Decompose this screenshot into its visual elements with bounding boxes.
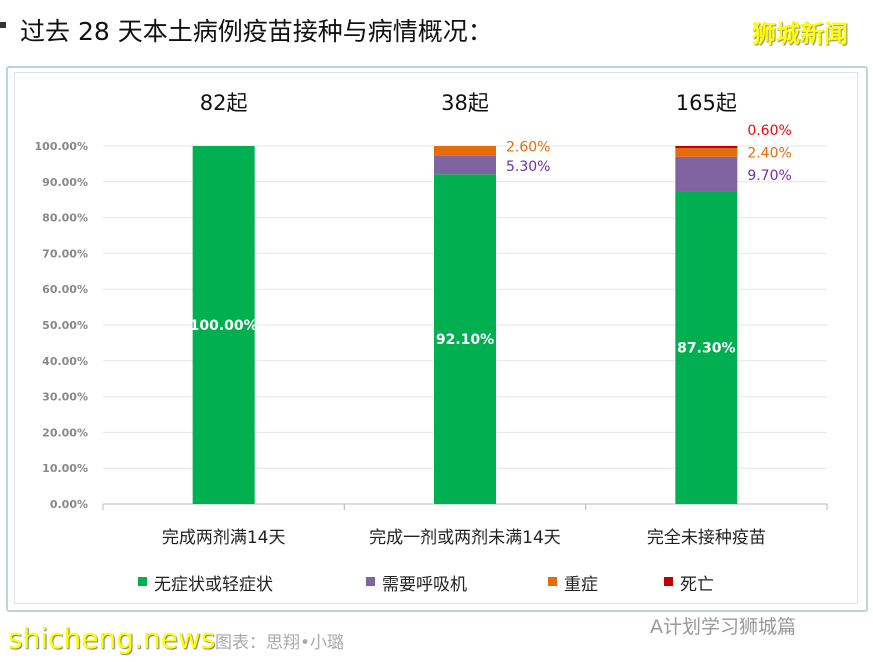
legend-swatch: [138, 577, 147, 586]
data-label: 2.40%: [747, 145, 791, 161]
bar-segment: [434, 155, 496, 175]
wechat-watermark: A计划学习狮城篇: [650, 616, 796, 638]
y-tick-label: 100.00%: [35, 140, 88, 153]
legend-label: 死亡: [680, 575, 714, 595]
legend-swatch: [664, 577, 673, 586]
chart-area: [14, 72, 858, 604]
data-label: 2.60%: [506, 140, 550, 156]
y-tick-label: 90.00%: [42, 176, 88, 189]
bar-segment: [434, 174, 496, 505]
y-tick-label: 0.00%: [50, 498, 88, 511]
data-label: 0.60%: [747, 123, 791, 139]
legend-swatch: [366, 577, 375, 586]
y-tick-label: 40.00%: [42, 355, 88, 368]
y-tick-label: 50.00%: [42, 319, 88, 332]
data-label: 9.70%: [747, 168, 791, 184]
slide-title: 过去 28 天本土病例疫苗接种与病情概况：: [20, 17, 493, 46]
y-tick-label: 20.00%: [42, 426, 88, 439]
data-label: 92.10%: [436, 332, 494, 348]
data-label: 87.30%: [677, 341, 735, 357]
credit: 图表：思翔•小璐: [215, 633, 345, 653]
legend-swatch: [548, 577, 557, 586]
bar-segment: [675, 148, 738, 157]
total-label: 165起: [676, 91, 737, 115]
bullet: [0, 22, 6, 28]
y-tick-label: 80.00%: [42, 212, 88, 225]
y-tick-label: 30.00%: [42, 391, 88, 404]
bar-segment: [675, 191, 738, 504]
bar-segment: [675, 146, 738, 149]
bar-segment: [675, 156, 738, 192]
site-watermark: shicheng.news: [8, 622, 216, 655]
legend-label: 无症状或轻症状: [154, 575, 273, 595]
bar-segment: [192, 146, 255, 504]
category-label: 完成一剂或两剂未满14天: [369, 528, 561, 548]
total-label: 38起: [441, 91, 489, 115]
total-label: 82起: [200, 91, 248, 115]
chart-frame[interactable]: [6, 66, 868, 612]
category-label: 完成两剂满14天: [162, 528, 286, 548]
y-tick-label: 70.00%: [42, 247, 88, 260]
y-tick-label: 60.00%: [42, 283, 88, 296]
category-label: 完全未接种疫苗: [647, 528, 766, 548]
bar-segment: [434, 146, 496, 156]
y-tick-label: 10.00%: [42, 462, 88, 475]
data-label: 100.00%: [190, 318, 258, 334]
legend-label: 重症: [564, 575, 598, 595]
brand-logo: 狮城新闻: [752, 20, 848, 48]
legend-label: 需要呼吸机: [382, 575, 467, 595]
data-label: 5.30%: [506, 159, 550, 175]
